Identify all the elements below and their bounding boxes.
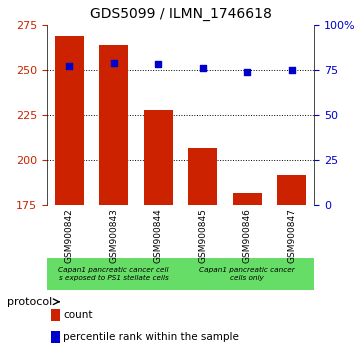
Text: GSM900844: GSM900844 — [154, 208, 163, 263]
Bar — [51, 331, 60, 343]
Bar — [188, 148, 217, 205]
Bar — [99, 45, 128, 205]
Text: GSM900847: GSM900847 — [287, 208, 296, 263]
Bar — [47, 258, 180, 290]
Bar — [277, 175, 306, 205]
Bar — [180, 258, 314, 290]
Point — [200, 65, 206, 71]
Point — [111, 60, 117, 65]
Point — [289, 67, 295, 73]
Text: Capan1 pancreatic cancer
cells only: Capan1 pancreatic cancer cells only — [199, 267, 295, 281]
Text: GSM900845: GSM900845 — [198, 208, 207, 263]
Text: GSM900846: GSM900846 — [243, 208, 252, 263]
Text: Capan1 pancreatic cancer cell
s exposed to PS1 stellate cells: Capan1 pancreatic cancer cell s exposed … — [58, 267, 169, 281]
Text: protocol: protocol — [7, 297, 52, 307]
Bar — [51, 309, 60, 321]
Point — [155, 62, 161, 67]
Bar — [144, 110, 173, 205]
Text: GSM900842: GSM900842 — [65, 208, 74, 263]
Bar — [55, 36, 84, 205]
Title: GDS5099 / ILMN_1746618: GDS5099 / ILMN_1746618 — [90, 7, 271, 21]
Text: percentile rank within the sample: percentile rank within the sample — [63, 332, 239, 342]
Text: GSM900843: GSM900843 — [109, 208, 118, 263]
Point — [66, 63, 72, 69]
Text: count: count — [63, 310, 93, 320]
Point — [244, 69, 250, 75]
Bar — [233, 193, 262, 205]
